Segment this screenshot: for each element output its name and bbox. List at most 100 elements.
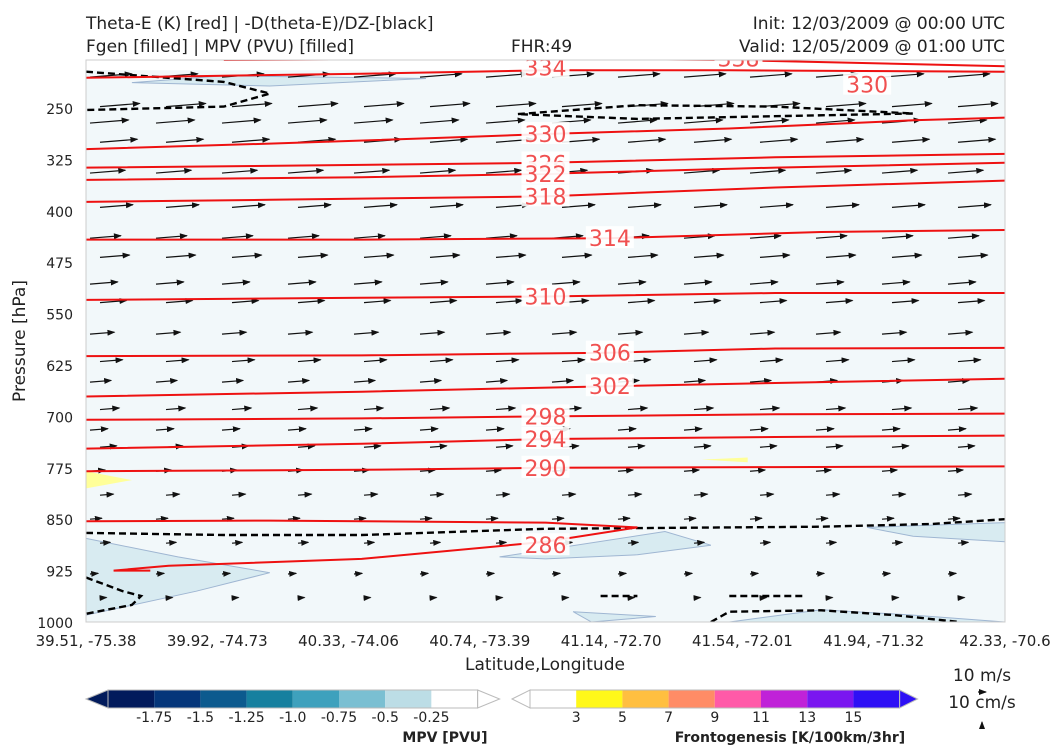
wind-vector [231, 539, 244, 546]
wind-vector [957, 595, 966, 602]
wind-vector [891, 405, 913, 412]
wind-vector [759, 100, 801, 108]
theta-e-label: 318 [525, 185, 567, 210]
wind-vector [485, 377, 509, 384]
mpv-fill-region [572, 611, 656, 622]
wind-vector [155, 570, 166, 577]
wind-vector [89, 279, 119, 286]
wind-vector [617, 570, 628, 577]
wind-vector [429, 357, 454, 364]
wind-vector [231, 491, 247, 498]
wind-vector [749, 426, 769, 433]
dthetae-dz-contour [517, 103, 914, 121]
wind-vector [353, 117, 394, 124]
theta-e-label: 302 [589, 375, 631, 400]
wind-vector [825, 491, 841, 498]
wind-vector [759, 357, 784, 364]
theta-e-label: 330 [846, 74, 888, 99]
theta-e-label: 334 [525, 57, 567, 82]
wind-vector [495, 298, 524, 305]
wind-vector [165, 595, 174, 602]
wind-vector [617, 426, 637, 433]
wind-vector [231, 595, 240, 602]
dthetae-dz-contour [86, 70, 275, 112]
theta-e-label: 294 [525, 428, 567, 453]
y-tick-label: 400 [46, 205, 73, 221]
wind-vector [165, 491, 181, 498]
wind-vector [99, 539, 112, 546]
wind-vector [363, 595, 372, 602]
wind-vector [815, 467, 833, 474]
wind-vector [485, 329, 512, 336]
wind-vector [363, 539, 376, 546]
wind-vector [429, 443, 448, 450]
theta-e-label-bg [521, 404, 570, 427]
wind-vector [957, 357, 982, 364]
fgen-colorbar-cell [622, 690, 669, 708]
wind-vector [353, 329, 380, 336]
wind-vector [221, 570, 232, 577]
mpv-fill-region [131, 75, 427, 87]
wind-vector [231, 100, 273, 108]
wind-vector [363, 491, 379, 498]
wind-vector [363, 405, 385, 412]
wind-vector [815, 329, 842, 336]
wind-vector [825, 100, 867, 108]
wind-vector [353, 515, 367, 522]
wind-vector [627, 539, 640, 546]
theta-e-label: 338 [717, 48, 759, 73]
fgen-colorbar-tick: 15 [844, 710, 862, 726]
wind-vector [815, 233, 848, 240]
theta-e-label-bg [521, 60, 570, 78]
wind-vector [419, 377, 443, 384]
wind-vector [221, 279, 251, 286]
fgen-colorbar-label: Frontogenesis [K/100km/3hr] [675, 730, 905, 746]
x-tick-label: 39.92, -74.73 [167, 632, 268, 650]
wind-vector [693, 539, 706, 546]
fgen-colorbar-cell [853, 690, 900, 708]
theta-e-label-bg [843, 72, 892, 95]
theta-e-label: 330 [525, 123, 567, 148]
mpv-colorbar-label: MPV [PVU] [402, 730, 487, 746]
wind-vector [561, 357, 586, 364]
wind-vector [891, 595, 900, 602]
wind-vector [825, 539, 838, 546]
wind-vector [155, 233, 188, 240]
wind-vector [957, 252, 989, 259]
wind-vector [485, 426, 505, 433]
theta-e-label: 290 [525, 457, 567, 482]
theta-e-label-bg [521, 427, 570, 450]
mpv-colorbar-cell [292, 690, 339, 708]
wind-vector [825, 252, 857, 259]
wind-vector [891, 491, 907, 498]
fgen-colorbar-tick: 7 [664, 710, 673, 726]
theta-e-contour [223, 60, 1005, 68]
wind-vector [485, 233, 518, 240]
vertical-reference-label: 10 cm/s [948, 693, 1016, 713]
mpv-colorbar-tick: -1.75 [136, 710, 172, 726]
x-tick-label: 40.74, -73.39 [429, 632, 530, 650]
wind-vector [825, 595, 834, 602]
wind-vector [221, 426, 241, 433]
mpv-colorbar-tick: -1.0 [279, 710, 306, 726]
wind-vector [957, 100, 999, 108]
wind-vector [551, 377, 575, 384]
wind-vector [231, 136, 271, 143]
y-tick-label: 1000 [37, 616, 73, 632]
wind-vector [561, 100, 603, 108]
mpv-colorbar-tick: -1.25 [228, 710, 264, 726]
wind-vector [749, 279, 779, 286]
wind-vector [221, 329, 248, 336]
wind-vector [693, 100, 735, 108]
chart-title-line1: Theta-E (K) [red] | -D(theta-E)/DZ-[blac… [86, 14, 434, 34]
wind-vector [627, 595, 636, 602]
wind-vector [957, 405, 979, 412]
wind-vector [825, 136, 865, 143]
y-tick-label: 775 [46, 462, 73, 478]
wind-vector [231, 252, 263, 259]
wind-vector [683, 279, 713, 286]
wind-vector [99, 491, 115, 498]
wind-vector [221, 377, 245, 384]
wind-vector [749, 329, 776, 336]
y-tick-label: 250 [46, 102, 73, 118]
